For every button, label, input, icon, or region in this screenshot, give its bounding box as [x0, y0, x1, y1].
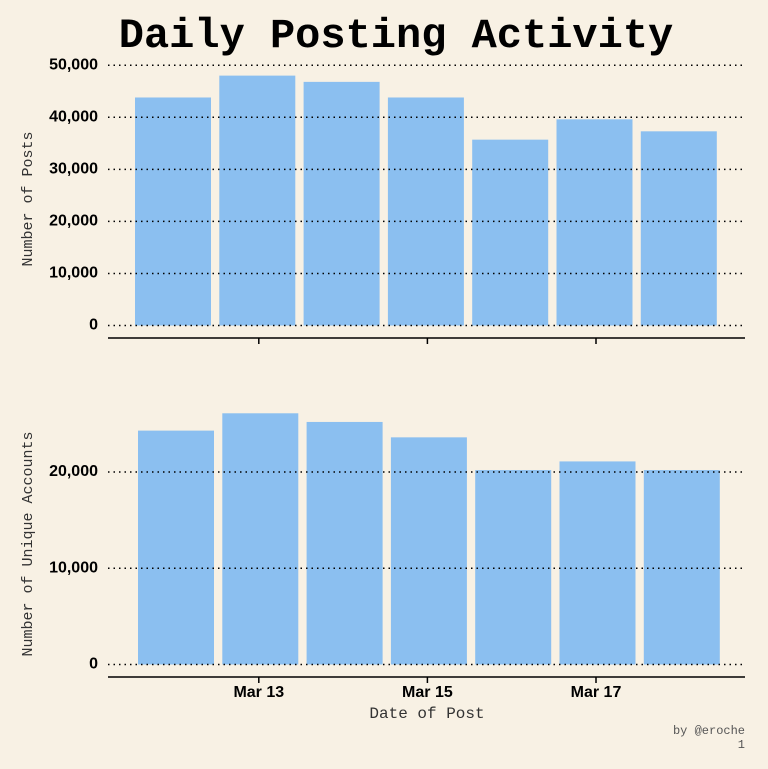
y-axis-label: Number of Unique Accounts — [20, 431, 37, 656]
credit: by @eroche — [673, 724, 745, 738]
bar — [556, 119, 633, 326]
y-tick-label: 30,000 — [49, 161, 98, 178]
y-tick-label: 50,000 — [49, 56, 98, 73]
bar — [472, 139, 549, 326]
page-number: 1 — [738, 738, 745, 752]
y-tick-label: 10,000 — [49, 559, 98, 576]
bar — [640, 131, 717, 326]
bar — [219, 75, 296, 326]
bar — [306, 421, 383, 665]
bar — [135, 97, 211, 326]
x-axis-label: Date of Post — [369, 705, 484, 723]
y-axis-label: Number of Posts — [20, 131, 37, 266]
bar — [387, 97, 464, 326]
x-tick-label: Mar 13 — [233, 684, 284, 701]
y-tick-label: 10,000 — [49, 265, 98, 282]
y-tick-label: 40,000 — [49, 108, 98, 125]
bar — [475, 470, 552, 665]
y-tick-label: 0 — [89, 656, 98, 673]
figure-title: Daily Posting Activity — [119, 12, 674, 60]
bar — [390, 437, 467, 665]
bar — [559, 461, 636, 665]
y-tick-label: 0 — [89, 317, 98, 334]
bar — [643, 470, 720, 665]
x-tick-label: Mar 17 — [571, 684, 622, 701]
bar — [222, 413, 299, 665]
x-tick-label: Mar 15 — [402, 684, 453, 701]
bar — [138, 430, 214, 665]
y-tick-label: 20,000 — [49, 213, 98, 230]
bar — [303, 81, 380, 326]
y-tick-label: 20,000 — [49, 463, 98, 480]
